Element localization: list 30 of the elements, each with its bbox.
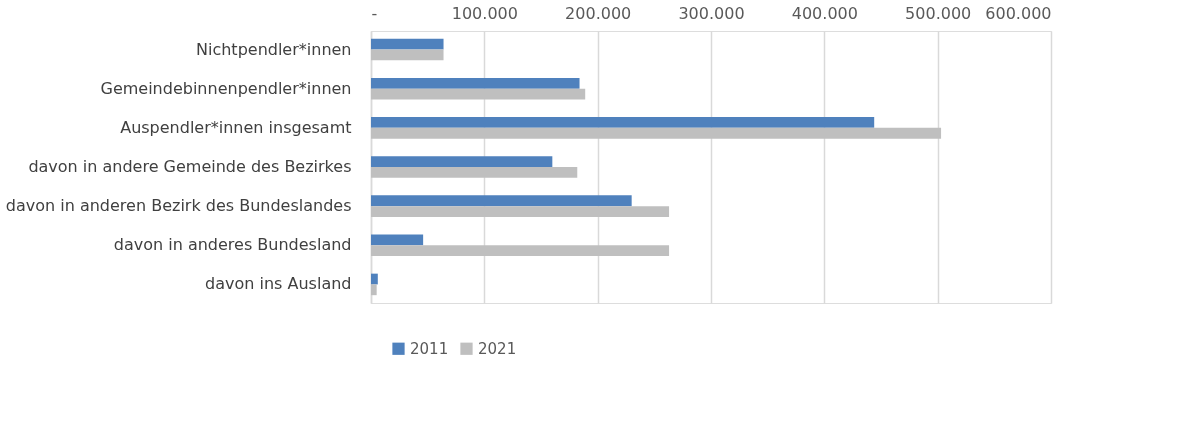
x-tick-label: 200.000	[565, 3, 632, 23]
bar	[371, 117, 875, 128]
y-tick-label: davon in anderes Bundesland	[113, 235, 352, 255]
bar	[371, 206, 670, 217]
x-tick-label: 100.000	[451, 3, 518, 23]
bar	[371, 88, 586, 100]
bar	[371, 156, 553, 167]
legend-label: 2021	[478, 339, 517, 358]
x-tick-label: 600.000	[985, 3, 1052, 23]
bar	[371, 284, 377, 296]
y-tick-label: davon in anderen Bezirk des Bundeslandes	[5, 196, 352, 216]
bar	[371, 195, 632, 207]
y-tick-label: Gemeindebinnenpendler*innen	[100, 78, 352, 98]
bar	[371, 77, 580, 89]
bar	[371, 49, 444, 61]
y-tick-label: Auspendler*innen insgesamt	[120, 117, 352, 137]
bar	[371, 167, 578, 178]
y-tick-label: davon in andere Gemeinde des Bezirkes	[28, 157, 352, 176]
x-tick-label: 300.000	[678, 3, 745, 23]
bar	[371, 234, 424, 246]
bar	[371, 273, 378, 285]
legend-label: 2011	[410, 339, 449, 358]
y-tick-label: Nichtpendler*innen	[196, 39, 352, 59]
bar	[371, 245, 670, 257]
x-tick-label: 500.000	[905, 3, 972, 23]
y-tick-label: davon ins Ausland	[205, 274, 352, 294]
bar	[371, 38, 444, 50]
x-tick-label: -	[371, 3, 378, 23]
bar	[371, 127, 942, 139]
x-tick-label: 400.000	[791, 3, 858, 23]
